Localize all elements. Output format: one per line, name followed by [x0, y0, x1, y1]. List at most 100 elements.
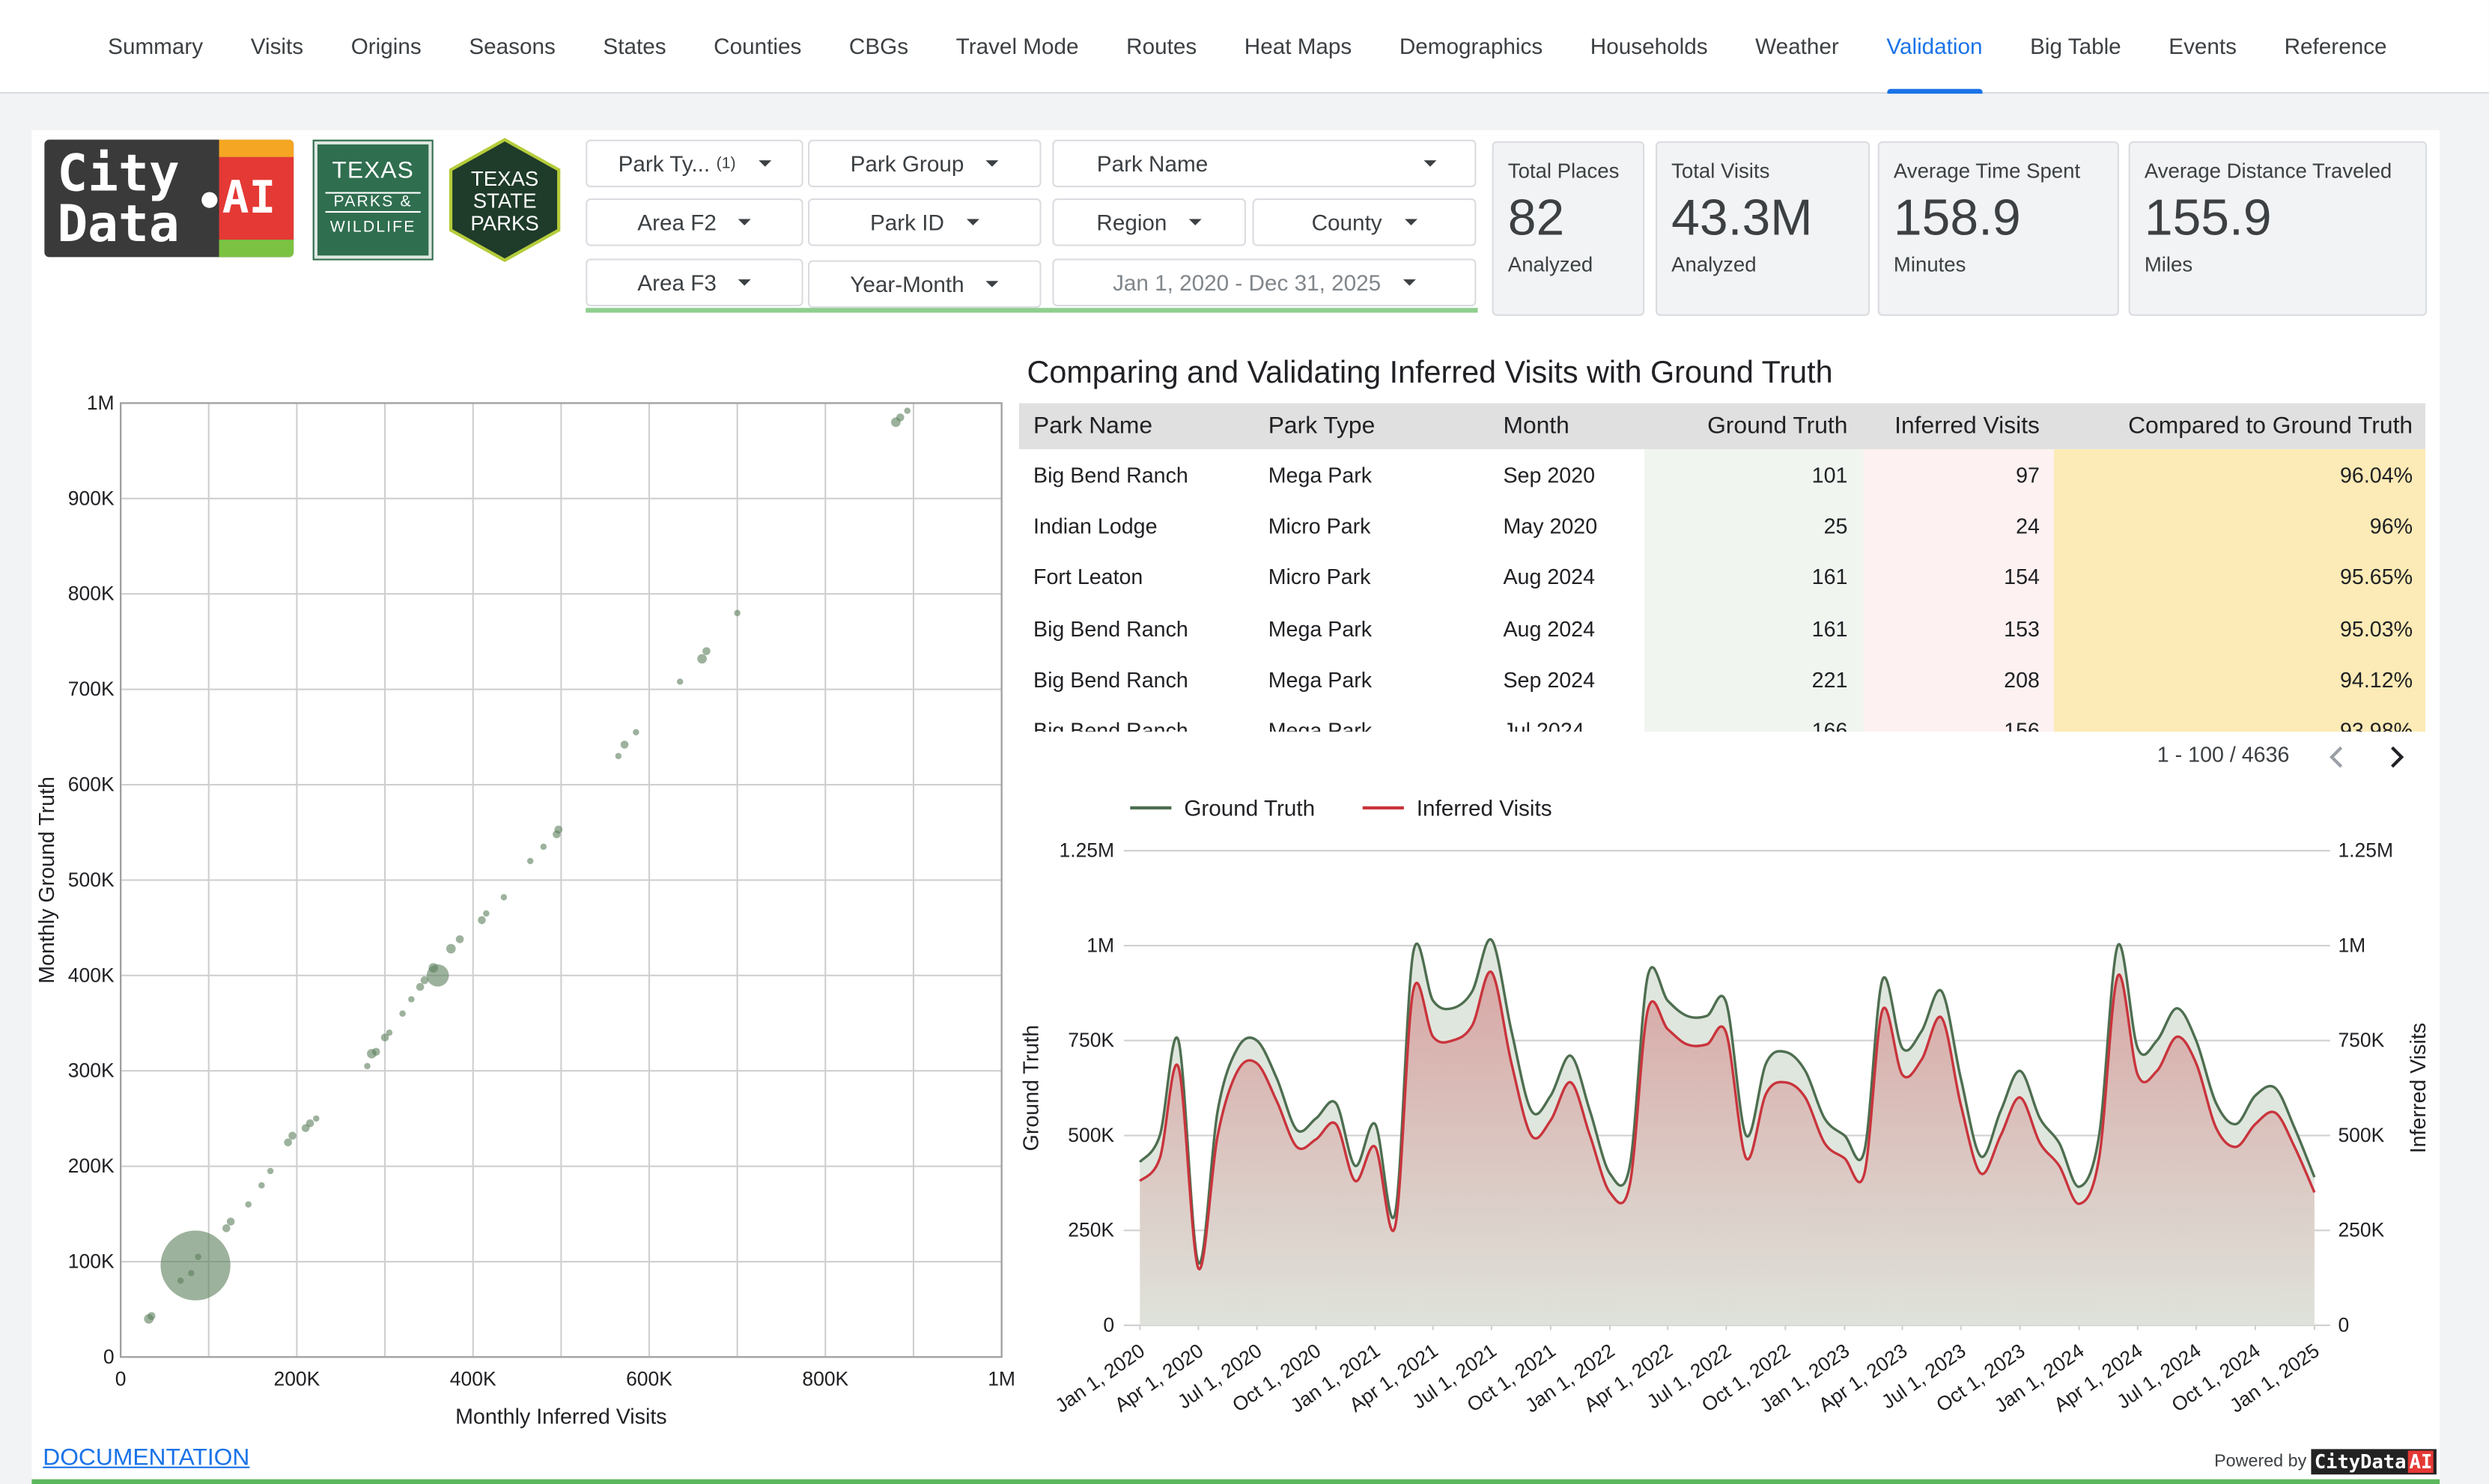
nav-tab[interactable]: Heat Maps: [1244, 32, 1352, 58]
y2-tick-label: 1.25M: [2338, 839, 2393, 862]
documentation-link[interactable]: DOCUMENTATION: [43, 1444, 250, 1472]
y-tick-label: 900K: [68, 487, 115, 509]
nav-tab[interactable]: Households: [1590, 32, 1708, 58]
kpi-card: Total Visits 43.3M Analyzed: [1655, 141, 1870, 316]
scatter-point: [288, 1131, 297, 1140]
table-cell: 95.65%: [2340, 565, 2413, 589]
filter-label: Jan 1, 2020 - Dec 31, 2025: [1113, 270, 1382, 296]
filter-dropdown[interactable]: Jan 1, 2020 - Dec 31, 2025: [1052, 258, 1477, 307]
nav-tab[interactable]: Visits: [250, 32, 304, 58]
dropdown-caret: [738, 219, 752, 226]
x-axis-label: Monthly Inferred Visits: [455, 1405, 667, 1429]
nav-tab[interactable]: Routes: [1126, 32, 1197, 58]
brand-ai: AI: [2407, 1450, 2434, 1474]
legend-label: Ground Truth: [1184, 797, 1315, 821]
kpi-unit: Minutes: [1893, 252, 1966, 276]
filter-dropdown[interactable]: Park ID: [807, 198, 1042, 246]
area-fill: [1140, 971, 2315, 1326]
table-cell: 93.98%: [2340, 719, 2413, 732]
kpi-card: Average Time Spent 158.9 Minutes: [1877, 141, 2119, 316]
scatter-point: [306, 1119, 314, 1128]
scatter-point: [160, 1230, 231, 1301]
filter-dropdown[interactable]: Park Group: [807, 139, 1042, 188]
scatter-point: [446, 943, 456, 954]
dropdown-caret: [738, 279, 752, 286]
nav-tab[interactable]: Events: [2169, 32, 2237, 58]
dropdown-caret: [986, 160, 999, 167]
series-line: [1138, 938, 2316, 1265]
filter-dropdown[interactable]: Park Name: [1052, 139, 1477, 188]
y-tick-label: 1M: [87, 392, 115, 414]
dropdown-caret: [966, 219, 979, 226]
table-cell: 96%: [2369, 514, 2413, 538]
nav-tab[interactable]: Summary: [108, 32, 204, 58]
prev-page[interactable]: [2329, 746, 2343, 768]
kpi-value: 43.3M: [1671, 189, 1813, 246]
dropdown-caret: [1189, 219, 1203, 226]
nav-tab[interactable]: Weather: [1755, 32, 1839, 58]
scatter-point: [364, 1062, 371, 1070]
dropdown-caret: [986, 281, 1000, 288]
table-cell: 97: [2016, 463, 2040, 487]
table-title: Comparing and Validating Inferred Visits…: [1027, 355, 1833, 391]
table-row: Big Bend Ranch Mega Park Sep 2020 101 97 96.0…: [1019, 449, 2425, 500]
logo-text: PARKS &: [325, 192, 421, 213]
nav-tab[interactable]: Origins: [350, 32, 422, 58]
scatter-point: [478, 916, 486, 925]
scatter-point: [380, 1033, 389, 1041]
scatter-point: [615, 752, 622, 760]
dropdown-caret: [1402, 279, 1416, 286]
nav-tab[interactable]: Seasons: [469, 32, 556, 58]
table-cell: Micro Park: [1268, 514, 1371, 538]
col-bg-compared: [2054, 448, 2426, 732]
filter-dropdown[interactable]: Area F2: [586, 198, 803, 246]
nav-tab[interactable]: Big Table: [2030, 32, 2121, 58]
scatter-point: [226, 1217, 235, 1226]
y2-tick-label: 500K: [2338, 1124, 2384, 1146]
table-cell: Indian Lodge: [1033, 514, 1158, 538]
scatter-point: [408, 996, 415, 1003]
nav-tab[interactable]: CBGs: [848, 32, 909, 58]
powered-by: Powered by CityData AI: [2214, 1449, 2437, 1475]
table-row: Fort Leaton Micro Park Aug 2024 161 154 95.65…: [1019, 552, 2425, 603]
pager-arrows: [2329, 746, 2404, 768]
dropdown-caret: [1404, 219, 1417, 226]
scatter-point: [526, 857, 534, 865]
y-tick-label: 100K: [68, 1250, 115, 1273]
logo-text: STATE: [473, 189, 537, 213]
next-page[interactable]: [2391, 746, 2404, 768]
y-tick-label: 600K: [68, 773, 115, 796]
filter-dropdown[interactable]: Region: [1052, 198, 1247, 246]
table-cell: 208: [2004, 668, 2040, 692]
y-tick-label: 700K: [68, 678, 115, 700]
y2-axis-label: Inferred Visits: [2407, 1023, 2431, 1153]
nav-tab[interactable]: States: [603, 32, 666, 58]
nav-tab[interactable]: Travel Mode: [955, 32, 1079, 58]
scatter-point: [734, 609, 741, 616]
filter-dropdown[interactable]: Year-Month: [807, 260, 1042, 308]
scatter-point: [702, 647, 711, 655]
scatter-point: [267, 1167, 274, 1175]
table-header: Park Name Park Type Month Ground Truth Infer…: [1018, 403, 2426, 449]
nav-tab[interactable]: Counties: [714, 32, 802, 58]
table-cell: 166: [1811, 719, 1848, 732]
plot-border: [120, 402, 1003, 1358]
filter-label: Year-Month: [850, 271, 964, 297]
table-cell: Jul 2024: [1503, 719, 1584, 732]
dropdown-caret: [758, 160, 771, 167]
kpi-value: 155.9: [2144, 189, 2272, 246]
filter-dropdown[interactable]: Area F3: [586, 258, 803, 307]
y-tick-label: 500K: [68, 869, 115, 891]
table-cell: 161: [1811, 616, 1848, 641]
filter-dropdown[interactable]: Park Ty... (1): [586, 139, 803, 188]
filter-dropdown[interactable]: County: [1252, 198, 1477, 246]
scatter-point: [896, 413, 905, 422]
nav-tab[interactable]: Demographics: [1399, 32, 1543, 58]
logo-text: PARKS: [470, 211, 538, 234]
nav-tab[interactable]: Reference: [2284, 32, 2387, 58]
scatter-point: [416, 982, 425, 991]
table-cell: Park Name: [1033, 413, 1153, 440]
kpi-value: 82: [1507, 189, 1565, 246]
nav-tab[interactable]: Validation: [1886, 0, 1984, 94]
